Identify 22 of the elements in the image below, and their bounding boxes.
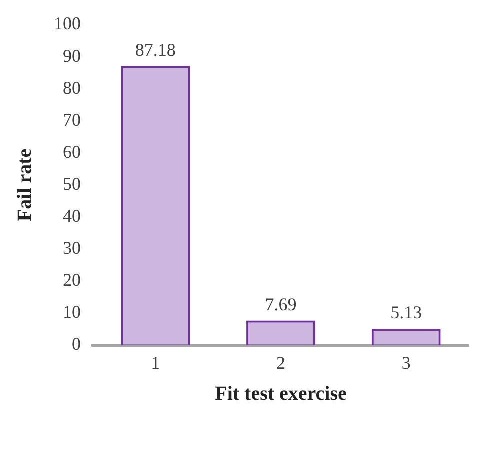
y-tick-label: 50 bbox=[63, 174, 81, 194]
y-axis-title: Fail rate bbox=[14, 148, 36, 222]
y-tick-label: 100 bbox=[54, 14, 81, 34]
y-tick-label: 80 bbox=[63, 78, 81, 98]
bar bbox=[121, 66, 190, 346]
x-axis-title: Fit test exercise bbox=[215, 383, 348, 406]
x-tick-label: 3 bbox=[402, 352, 411, 373]
y-tick-label: 60 bbox=[63, 142, 81, 162]
data-label: 5.13 bbox=[390, 302, 422, 323]
x-tick-label: 2 bbox=[276, 352, 286, 373]
bar bbox=[372, 328, 441, 346]
y-tick-label: 0 bbox=[72, 334, 81, 354]
data-label: 7.69 bbox=[265, 294, 297, 314]
y-tick-label: 10 bbox=[63, 302, 81, 322]
y-tick-label: 20 bbox=[63, 270, 81, 290]
bar bbox=[246, 320, 316, 346]
x-tick-label: 1 bbox=[151, 352, 160, 373]
y-tick-label: 70 bbox=[63, 110, 81, 130]
y-tick-label: 90 bbox=[63, 46, 81, 66]
data-label: 87.18 bbox=[135, 40, 176, 60]
y-tick-label: 40 bbox=[63, 206, 81, 226]
y-tick-label: 30 bbox=[63, 238, 81, 258]
